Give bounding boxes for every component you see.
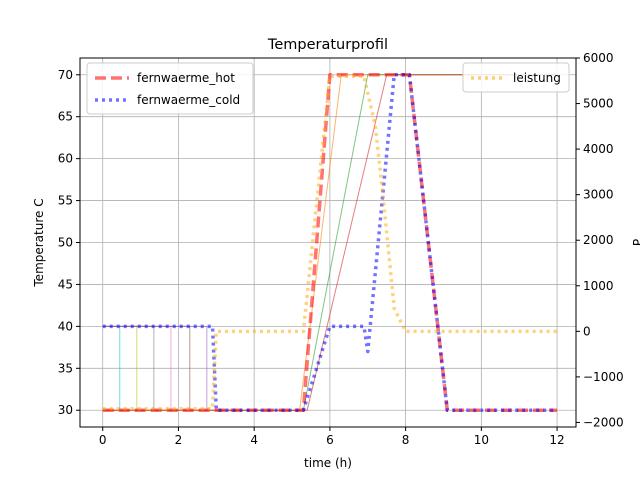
legend-left: fernwaerme_hot fernwaerme_cold <box>86 62 254 115</box>
y-tick-label: 55 <box>58 194 73 208</box>
y-right-tick-label: 2000 <box>583 233 614 247</box>
x-axis-ticks: 0 2 4 6 8 10 12 <box>99 427 565 447</box>
legend-label: fernwaerme_hot <box>137 71 235 85</box>
x-tick-label: 10 <box>474 433 489 447</box>
y-tick-label: 35 <box>58 361 73 375</box>
legend-box <box>86 62 254 115</box>
y-right-axis-ticks: −2000 −1000 0 1000 2000 3000 4000 5000 6000 <box>576 51 624 429</box>
chart-title: Temperaturprofil <box>267 37 388 53</box>
legend-right: leistung <box>462 62 570 93</box>
y-tick-label: 50 <box>58 236 73 250</box>
legend-box <box>462 62 570 93</box>
legend-label: leistung <box>513 71 561 85</box>
y-tick-label: 45 <box>58 277 73 291</box>
y-right-tick-label: 0 <box>583 324 591 338</box>
grid <box>80 58 576 427</box>
x-tick-label: 2 <box>175 433 183 447</box>
y-tick-label: 40 <box>58 319 73 333</box>
y-right-tick-label: 1000 <box>583 279 614 293</box>
y-tick-label: 60 <box>58 152 73 166</box>
y-tick-label: 65 <box>58 110 73 124</box>
x-axis-label: time (h) <box>304 456 352 470</box>
y-right-tick-label: 5000 <box>583 97 614 111</box>
x-tick-label: 6 <box>326 433 334 447</box>
series-line-fernwaerme_cold <box>102 73 558 412</box>
y-right-tick-label: 4000 <box>583 142 614 156</box>
helper-drop-line <box>102 325 208 411</box>
y-axis-label: Temperature C <box>32 198 46 287</box>
y-right-tick-label: 3000 <box>583 188 614 202</box>
series-line-leistung <box>102 74 558 411</box>
y-tick-label: 30 <box>58 403 73 417</box>
y-right-tick-label: −1000 <box>583 370 624 384</box>
x-tick-label: 8 <box>402 433 410 447</box>
y-tick-label: 70 <box>58 68 73 82</box>
y-right-axis-label: P <box>631 239 640 246</box>
legend-label: fernwaerme_cold <box>137 93 240 107</box>
series-layer <box>102 73 558 412</box>
y-right-tick-label: 6000 <box>583 51 614 65</box>
y-right-tick-label: −2000 <box>583 415 624 429</box>
x-tick-label: 0 <box>99 433 107 447</box>
x-tick-label: 12 <box>549 433 564 447</box>
y-axis-ticks: 30 35 40 45 50 55 60 65 70 <box>58 68 80 417</box>
x-tick-label: 4 <box>250 433 258 447</box>
